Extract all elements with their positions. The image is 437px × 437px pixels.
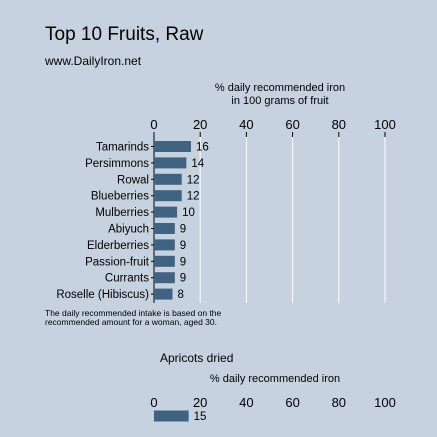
chart-title: Top 10 Fruits, Raw [45,24,204,45]
x-tick-label: 60 [285,395,299,410]
bar [154,157,187,169]
bar [154,272,175,284]
footnote-line2: recommended amount for a woman, aged 30. [45,317,217,327]
bar [154,288,173,300]
bar [154,190,182,202]
footnote: The daily recommended intake is based on… [45,309,275,327]
x-tick-label: 0 [150,395,157,410]
x-tick-label: 20 [193,117,207,132]
data-label: 9 [180,273,186,285]
category-label: Passion-fruit [85,256,150,268]
category-label: Blueberries [91,191,149,203]
data-label: 15 [194,411,207,423]
data-label: 10 [182,207,195,219]
bar [154,223,175,234]
x-tick-label: 0 [150,117,157,132]
data-label: 9 [180,240,186,252]
category-label: Abiyuch [108,224,149,236]
category-label: Mulberries [95,207,149,219]
data-label: 9 [180,256,186,268]
second-chart-title: Apricots dried [160,351,234,365]
chart-subtitle: www.DailyIron.net [45,54,142,68]
x-tick-label: 20 [193,395,207,410]
axis-caption-line2: in 100 grams of fruit [231,95,329,107]
bar [154,410,189,422]
second-axis-caption: % daily recommended iron [209,373,341,385]
x-tick-label: 40 [239,395,253,410]
category-label: Elderberries [87,240,149,252]
data-label: 14 [191,158,204,170]
axis-caption-line1: % daily recommended iron [214,82,346,94]
bar [154,173,182,185]
x-tick-label: 80 [332,395,346,410]
bar [154,206,178,218]
data-label: 9 [180,224,186,236]
footnote-line1: The daily recommended intake is based on… [45,308,222,318]
category-label: Roselle (Hibiscus) [56,289,149,301]
data-label: 12 [187,191,200,203]
bar [154,239,175,251]
x-tick-label: 60 [285,117,299,132]
category-label: Persimmons [85,158,149,170]
category-label: Currants [105,273,149,285]
bar [154,255,175,267]
category-label: Tamarinds [96,142,149,154]
x-tick-label: 100 [374,395,396,410]
data-label: 16 [196,142,209,154]
category-label: Rowal [117,174,149,186]
data-label: 8 [177,289,183,301]
x-tick-label: 80 [332,117,346,132]
x-tick-label: 40 [239,117,253,132]
bar [154,141,191,152]
data-label: 12 [187,174,200,186]
axis-caption: % daily recommended iron in 100 grams of… [175,82,385,108]
x-tick-label: 100 [374,117,396,132]
